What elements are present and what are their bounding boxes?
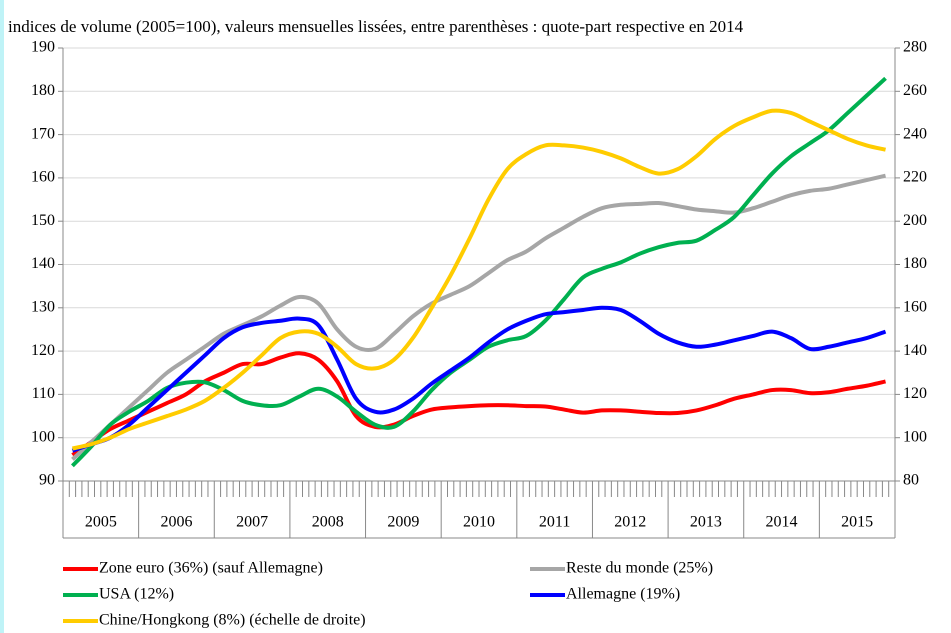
series-line: [71, 351, 886, 457]
legend-label: Zone euro (36%) (sauf Allemagne): [99, 560, 323, 577]
y2-tick-label: 200: [903, 212, 927, 229]
y2-tick-label: 120: [903, 385, 927, 402]
x-group-label: 2012: [614, 514, 646, 531]
legend-label: Allemagne (19%): [566, 586, 680, 603]
y-tick-label: 100: [31, 428, 55, 445]
edge: [0, 0, 4, 633]
y2-tick-label: 140: [903, 342, 927, 359]
y2-tick-label: 240: [903, 125, 927, 142]
series-line: [71, 76, 887, 468]
series-line: [72, 108, 886, 451]
y-tick-label: 110: [32, 385, 55, 402]
y-tick-label: 170: [31, 125, 55, 142]
x-group-label: 2007: [236, 514, 268, 531]
legend-label: Chine/Hongkong (8%) (échelle de droite): [99, 612, 366, 629]
y-tick-label: 120: [31, 342, 55, 359]
y-tick-label: 160: [31, 169, 55, 186]
y-tick-label: 140: [31, 255, 55, 272]
x-group-label: 2015: [841, 514, 873, 531]
legend-label: Reste du monde (25%): [566, 560, 713, 577]
y-tick-label: 180: [31, 82, 55, 99]
y-tick-label: 150: [31, 212, 55, 229]
y2-tick-label: 80: [903, 472, 919, 489]
y2-tick-label: 100: [903, 428, 927, 445]
x-group-label: 2009: [387, 514, 419, 531]
y-tick-label: 130: [31, 298, 55, 315]
y2-tick-label: 220: [903, 169, 927, 186]
x-group-label: 2014: [766, 514, 798, 531]
y-tick-label: 90: [39, 472, 55, 489]
x-group-label: 2010: [463, 514, 495, 531]
y2-tick-label: 160: [903, 298, 927, 315]
x-group-label: 2005: [85, 514, 117, 531]
x-group-label: 2006: [160, 514, 192, 531]
x-group-label: 2011: [539, 514, 570, 531]
y2-tick-label: 280: [903, 39, 927, 56]
x-group-label: 2008: [312, 514, 344, 531]
y2-tick-label: 180: [903, 255, 927, 272]
y-tick-label: 190: [31, 39, 55, 56]
y2-tick-label: 260: [903, 82, 927, 99]
legend-label: USA (12%): [99, 586, 174, 603]
x-group-label: 2013: [690, 514, 722, 531]
series-line: [71, 173, 886, 461]
series-line: [71, 305, 887, 453]
chart-subtitle: indices de volume (2005=100), valeurs me…: [8, 17, 744, 36]
